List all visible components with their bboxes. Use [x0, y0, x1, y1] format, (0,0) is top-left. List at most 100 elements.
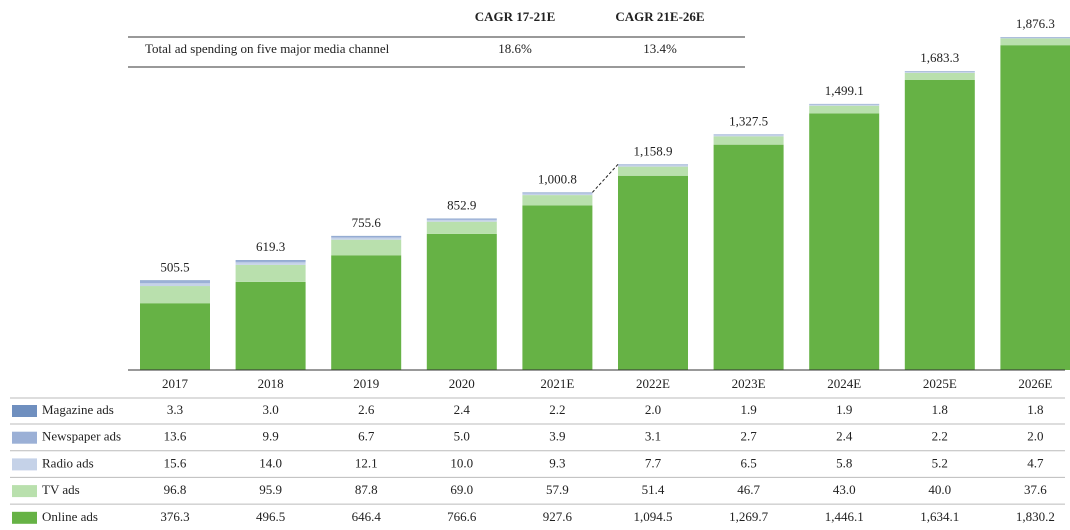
- cagr-row-label: Total ad spending on five major media ch…: [145, 41, 390, 56]
- bar-segment: [618, 175, 688, 370]
- table-cell: 37.6: [1024, 482, 1047, 497]
- table-cell: 2.7: [740, 429, 757, 444]
- bar-segment: [140, 303, 210, 370]
- table-cell: 376.3: [160, 509, 189, 524]
- bar-segment: [426, 233, 497, 370]
- legend-label: TV ads: [42, 482, 80, 497]
- x-tick-label: 2020: [449, 376, 475, 391]
- bar-segment: [235, 260, 306, 261]
- table-cell: 1.8: [932, 402, 948, 417]
- legend-swatch: [12, 511, 37, 524]
- table-cell: 1.9: [740, 402, 756, 417]
- table-cell: 5.8: [836, 455, 852, 470]
- cagr-header: CAGR 17-21E: [475, 9, 556, 24]
- legend-label: Newspaper ads: [42, 429, 121, 444]
- table-cell: 1,446.1: [825, 509, 864, 524]
- total-label: 619.3: [256, 239, 285, 254]
- table-cell: 1,634.1: [920, 509, 959, 524]
- table-cell: 2.0: [645, 402, 661, 417]
- table-cell: 3.1: [645, 429, 661, 444]
- total-label: 852.9: [447, 198, 476, 213]
- bar-segment: [618, 166, 688, 176]
- legend-label: Radio ads: [42, 455, 94, 470]
- bar-segment: [1000, 45, 1070, 370]
- table-cell: 6.7: [358, 429, 375, 444]
- table-cell: 5.2: [932, 455, 948, 470]
- table-cell: 6.5: [740, 455, 756, 470]
- table-cell: 1.9: [836, 402, 852, 417]
- trend-connector: [592, 163, 619, 193]
- bar-segment: [904, 72, 975, 80]
- bar-segment: [235, 262, 306, 265]
- legend-swatch: [12, 458, 37, 471]
- bar-segment: [426, 219, 497, 222]
- x-tick-label: 2025E: [923, 376, 957, 391]
- x-tick-label: 2026E: [1018, 376, 1052, 391]
- table-cell: 40.0: [928, 482, 951, 497]
- bar-segment: [522, 192, 593, 194]
- table-cell: 4.7: [1027, 455, 1044, 470]
- legend-swatch: [12, 405, 37, 417]
- table-cell: 46.7: [737, 482, 760, 497]
- total-label: 755.6: [352, 215, 382, 230]
- table-cell: 3.9: [549, 429, 565, 444]
- table-cell: 87.8: [355, 482, 378, 497]
- legend-label: Online ads: [42, 509, 98, 524]
- bar-segment: [1000, 37, 1070, 39]
- bar-segment: [235, 260, 306, 263]
- table-cell: 2.2: [932, 429, 948, 444]
- x-tick-label: 2018: [258, 376, 284, 391]
- table-cell: 496.5: [256, 509, 285, 524]
- table-cell: 96.8: [164, 482, 187, 497]
- x-tick-label: 2024E: [827, 376, 861, 391]
- table-cell: 13.6: [164, 429, 187, 444]
- table-cell: 3.0: [262, 402, 278, 417]
- table-cell: 51.4: [642, 482, 665, 497]
- bar-segment: [235, 264, 306, 282]
- bar-segment: [713, 136, 784, 145]
- cagr-cell: 18.6%: [498, 41, 532, 56]
- total-label: 1,327.5: [729, 113, 768, 128]
- bar-segment: [140, 280, 210, 284]
- bar-segment: [140, 280, 210, 281]
- bar-segment: [331, 255, 402, 370]
- bar-segment: [522, 205, 593, 370]
- table-cell: 2.0: [1027, 429, 1043, 444]
- total-label: 1,876.3: [1016, 16, 1055, 31]
- x-tick-label: 2019: [353, 376, 379, 391]
- cagr-header: CAGR 21E-26E: [615, 9, 704, 24]
- table-cell: 766.6: [447, 509, 477, 524]
- bar-segment: [809, 105, 880, 114]
- bar-segment: [522, 195, 593, 206]
- table-cell: 14.0: [259, 455, 282, 470]
- cagr-cell: 13.4%: [643, 41, 677, 56]
- table-cell: 5.0: [454, 429, 470, 444]
- table-cell: 15.6: [164, 455, 187, 470]
- table-cell: 57.9: [546, 482, 569, 497]
- table-cell: 9.3: [549, 455, 565, 470]
- table-cell: 69.0: [450, 482, 473, 497]
- bar-segment: [618, 164, 688, 166]
- table-cell: 1,094.5: [634, 509, 673, 524]
- legend-label: Magazine ads: [42, 402, 114, 417]
- table-cell: 1.8: [1027, 402, 1043, 417]
- total-label: 1,499.1: [825, 83, 864, 98]
- bar-segment: [1000, 38, 1070, 46]
- table-cell: 2.6: [358, 402, 375, 417]
- table-cell: 646.4: [352, 509, 382, 524]
- legend-swatch: [12, 485, 37, 498]
- bar-segment: [809, 104, 880, 106]
- x-tick-label: 2017: [162, 376, 189, 391]
- table-cell: 2.4: [454, 402, 471, 417]
- bar-segment: [426, 219, 497, 220]
- bar-segment: [426, 221, 497, 234]
- bar-segment: [140, 286, 210, 304]
- table-cell: 10.0: [450, 455, 473, 470]
- bar-segment: [809, 113, 880, 370]
- x-tick-label: 2021E: [540, 376, 574, 391]
- bar-segment: [331, 239, 402, 256]
- x-tick-label: 2022E: [636, 376, 670, 391]
- table-cell: 9.9: [262, 429, 278, 444]
- total-label: 505.5: [160, 259, 189, 274]
